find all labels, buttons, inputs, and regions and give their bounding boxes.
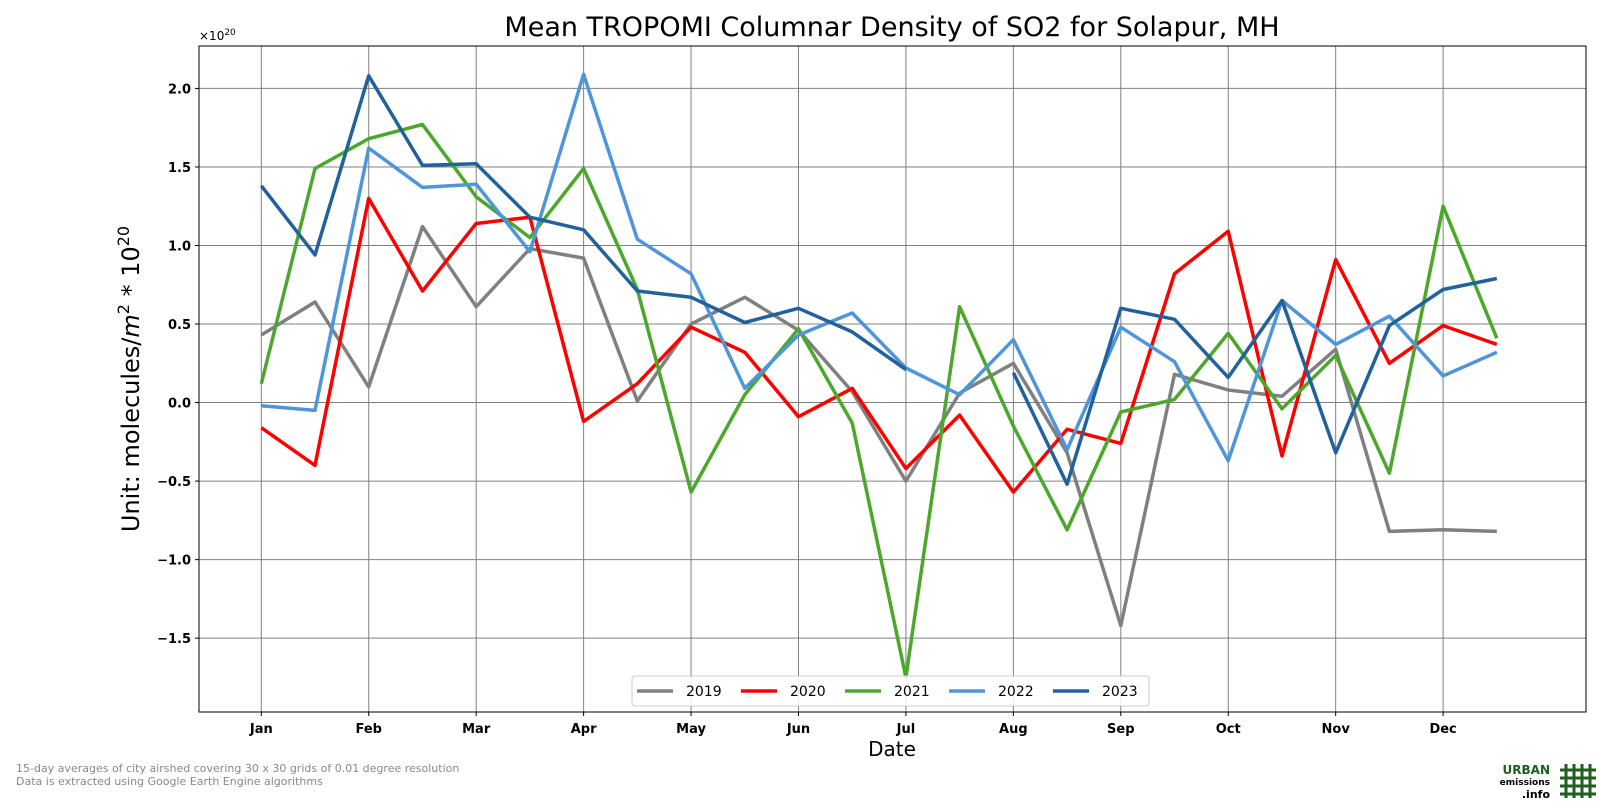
logo-text-info: .info bbox=[1521, 788, 1550, 801]
legend-label-2019: 2019 bbox=[686, 684, 722, 700]
series-lines bbox=[259, 72, 1499, 680]
x-tick-label: Oct bbox=[1216, 722, 1241, 737]
x-tick-label: Jul bbox=[896, 722, 916, 737]
y-offset-exponent: 20 bbox=[224, 28, 236, 38]
y-label-exp: 20 bbox=[114, 226, 133, 246]
logo-text-emissions: emissions bbox=[1499, 778, 1550, 788]
legend-label-2021: 2021 bbox=[894, 684, 930, 700]
x-tick-label: Nov bbox=[1322, 722, 1351, 737]
x-tick-label: May bbox=[676, 722, 706, 737]
x-tick-label: Jan bbox=[249, 722, 273, 737]
x-tick-label: Apr bbox=[571, 722, 597, 737]
y-tick-label: 1.5 bbox=[168, 161, 191, 176]
x-tick-label: Dec bbox=[1429, 722, 1456, 737]
legend-label-2022: 2022 bbox=[998, 684, 1034, 700]
y-label-prefix: Unit: molecules/ bbox=[117, 337, 145, 532]
x-axis: Jan Feb Mar Apr May Jun Jul Aug Sep Oct Nov Dec bbox=[249, 712, 1457, 737]
series-line-2020 bbox=[260, 196, 1498, 494]
x-tick-label: Feb bbox=[356, 722, 382, 737]
chart-title: Mean TROPOMI Columnar Density of SO2 for… bbox=[504, 12, 1279, 43]
series-line-2022 bbox=[261, 72, 1498, 463]
y-label-m-exp: 2 bbox=[114, 304, 133, 314]
series-line-2023 bbox=[1011, 276, 1498, 486]
x-tick-label: Aug bbox=[999, 722, 1028, 737]
y-tick-label: 2.0 bbox=[168, 82, 191, 97]
legend-label-2020: 2020 bbox=[790, 684, 826, 700]
y-tick-label: 0.0 bbox=[168, 397, 191, 412]
y-tick-label: 1.0 bbox=[168, 239, 191, 254]
y-label-mid: * 10 bbox=[117, 246, 145, 304]
logo-text-urban: URBAN bbox=[1502, 763, 1550, 777]
y-tick-label: 0.5 bbox=[168, 318, 191, 333]
footnote-averaging: 15-day averages of city airshed covering… bbox=[16, 762, 460, 775]
y-tick-label: −1.5 bbox=[157, 632, 191, 647]
x-axis-label: Date bbox=[868, 737, 916, 761]
y-offset-base: ×10 bbox=[199, 29, 224, 43]
footnote-source: Data is extracted using Google Earth Eng… bbox=[16, 775, 323, 788]
y-tick-label: −0.5 bbox=[157, 475, 191, 490]
y-offset-text: ×1020 bbox=[199, 28, 236, 43]
urban-emissions-logo: URBAN emissions .info bbox=[1498, 760, 1598, 800]
y-label-m: m bbox=[117, 314, 145, 337]
y-axis-label: Unit: molecules/m2 * 1020 bbox=[114, 226, 145, 532]
x-tick-label: Sep bbox=[1107, 722, 1135, 737]
series-line-2021 bbox=[259, 122, 1499, 680]
x-tick-label: Jun bbox=[786, 722, 810, 737]
legend-label-2023: 2023 bbox=[1102, 684, 1138, 700]
x-tick-label: Mar bbox=[462, 722, 491, 737]
plot-frame bbox=[198, 45, 1587, 713]
legend: 2019 2020 2021 2022 2023 bbox=[631, 675, 1150, 707]
grid-hash-logo-icon bbox=[1560, 764, 1596, 798]
legend-box bbox=[631, 675, 1150, 707]
series-line-2019 bbox=[260, 224, 1497, 628]
series-line-2023 bbox=[259, 74, 907, 372]
y-axis: 2.0 1.5 1.0 0.5 0.0 −0.5 −1.0 −1.5 bbox=[157, 82, 199, 647]
y-tick-label: −1.0 bbox=[157, 554, 191, 569]
